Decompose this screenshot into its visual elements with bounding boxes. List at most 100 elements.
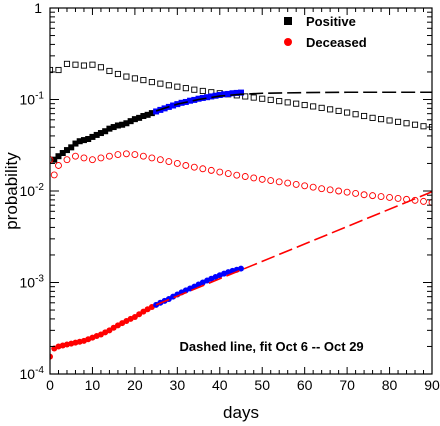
data-point	[301, 182, 309, 190]
data-point	[131, 151, 139, 159]
data-point	[89, 61, 96, 68]
data-point	[238, 89, 244, 96]
plot-frame	[49, 7, 433, 375]
data-point	[267, 96, 274, 103]
legend-label-deceased: Deceased	[306, 35, 367, 50]
data-point	[190, 163, 198, 171]
data-point	[411, 121, 419, 128]
data-point	[318, 185, 326, 193]
data-point	[225, 90, 232, 97]
data-point	[224, 170, 232, 178]
data-point	[292, 180, 300, 188]
data-point	[123, 73, 130, 80]
data-point	[267, 177, 275, 185]
data-point	[361, 112, 368, 120]
data-point	[153, 108, 160, 115]
data-point	[55, 153, 62, 160]
data-point	[63, 156, 71, 164]
data-point	[72, 140, 79, 147]
data-point	[88, 156, 96, 164]
y-tick-label: 10-4	[20, 365, 45, 382]
data-point	[127, 118, 134, 125]
data-point	[327, 106, 334, 113]
data-point	[293, 100, 300, 107]
data-point	[174, 83, 181, 90]
data-point	[250, 174, 258, 182]
y-tick-label: 10-2	[20, 182, 45, 199]
data-point	[343, 188, 351, 196]
data-point	[139, 152, 147, 160]
data-point	[165, 82, 172, 89]
data-point	[369, 192, 377, 200]
data-point	[105, 152, 113, 160]
data-point	[326, 186, 334, 194]
data-point	[50, 353, 53, 360]
series-deceased-open-ratio	[50, 150, 432, 206]
series-positive-fit-line	[155, 91, 432, 112]
data-point	[420, 123, 427, 130]
data-point	[89, 133, 96, 140]
x-tick-label: 30	[170, 377, 186, 393]
data-point	[119, 121, 126, 128]
data-point	[93, 131, 100, 138]
data-point	[80, 154, 88, 162]
data-point	[199, 87, 206, 95]
x-tick-label: 80	[382, 377, 398, 393]
data-point	[63, 60, 71, 67]
data-point	[50, 171, 58, 179]
data-point	[55, 162, 62, 169]
data-point	[55, 66, 62, 74]
data-point	[106, 67, 113, 75]
data-point	[187, 97, 194, 104]
data-point	[114, 151, 122, 159]
legend-marker-positive	[284, 17, 292, 25]
x-axis-label: days	[223, 403, 259, 422]
data-point	[50, 156, 54, 164]
data-point	[310, 103, 317, 110]
data-point	[76, 138, 83, 145]
x-tick-label: 50	[254, 377, 270, 393]
data-point	[106, 125, 113, 132]
data-point	[428, 198, 432, 206]
data-point	[335, 107, 342, 114]
data-point	[114, 122, 121, 129]
ticks-layer: 0 10 20 30 40 50 60 70 80 90 10-4 10-3 10-2 10-1 1	[20, 0, 440, 393]
data-point	[335, 187, 343, 195]
x-tick-label: 90	[424, 377, 440, 393]
data-point	[72, 61, 79, 68]
y-tick-label: 1	[34, 0, 42, 16]
data-point	[97, 130, 104, 137]
data-point	[131, 75, 138, 82]
fit-line-deceased	[155, 191, 432, 306]
data-point	[136, 114, 143, 121]
data-point	[131, 313, 138, 320]
data-point	[122, 150, 130, 158]
data-point	[301, 101, 308, 109]
data-point	[369, 114, 376, 121]
data-point	[284, 179, 292, 187]
data-point	[207, 166, 215, 174]
x-tick-label: 0	[46, 377, 54, 393]
data-point	[157, 80, 164, 87]
data-point	[242, 93, 249, 100]
data-point	[72, 152, 79, 160]
data-point	[238, 265, 244, 272]
y-tick-label: 10-3	[20, 274, 45, 291]
data-point	[97, 154, 105, 162]
series-deceased-fit-range	[153, 265, 244, 308]
data-point	[156, 156, 164, 164]
data-point	[63, 147, 70, 154]
data-point	[233, 171, 241, 179]
data-point	[51, 156, 58, 163]
data-point	[420, 197, 427, 205]
data-point	[221, 91, 228, 98]
x-tick-label: 10	[85, 377, 101, 393]
x-tick-label: 70	[339, 377, 355, 393]
data-point	[80, 137, 87, 144]
data-point	[275, 178, 283, 186]
data-point	[394, 194, 402, 202]
data-point	[276, 98, 283, 105]
data-point	[199, 165, 207, 173]
data-point	[131, 116, 138, 123]
data-point	[309, 183, 317, 191]
